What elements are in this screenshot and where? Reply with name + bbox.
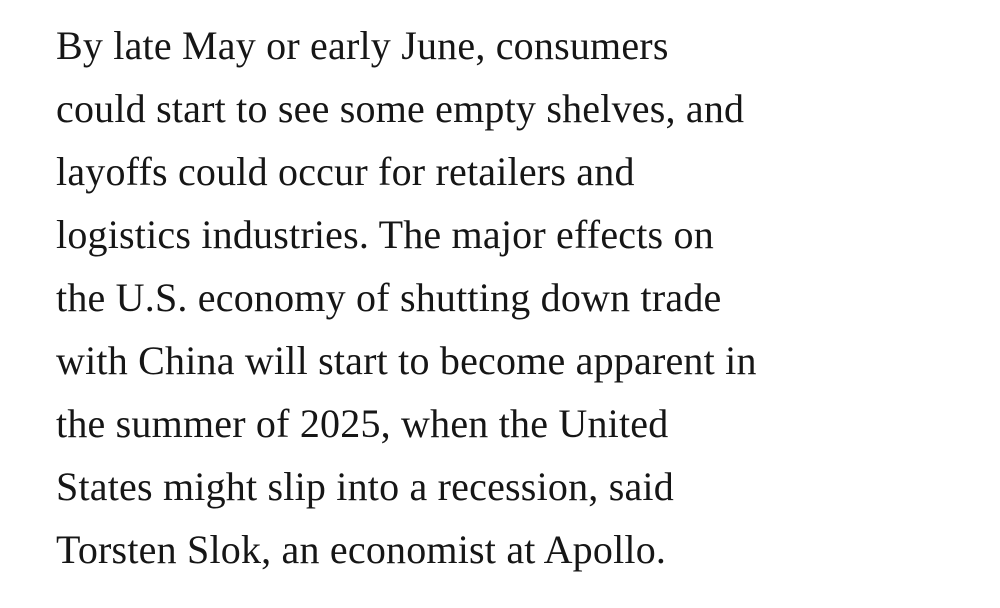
text-line: with China will start to become apparent… <box>56 338 757 383</box>
text-line: could start to see some empty shelves, a… <box>56 86 745 131</box>
text-line: the U.S. economy of shutting down trade <box>56 275 722 320</box>
article-paragraph: By late May or early June, consumers cou… <box>56 14 960 581</box>
text-line: the summer of 2025, when the United <box>56 401 669 446</box>
text-line: logistics industries. The major effects … <box>56 212 714 257</box>
text-line: By late May or early June, consumers <box>56 23 669 68</box>
text-line: States might slip into a recession, said <box>56 464 674 509</box>
text-line: Torsten Slok, an economist at Apollo. <box>56 527 667 572</box>
text-line: layoffs could occur for retailers and <box>56 149 635 194</box>
